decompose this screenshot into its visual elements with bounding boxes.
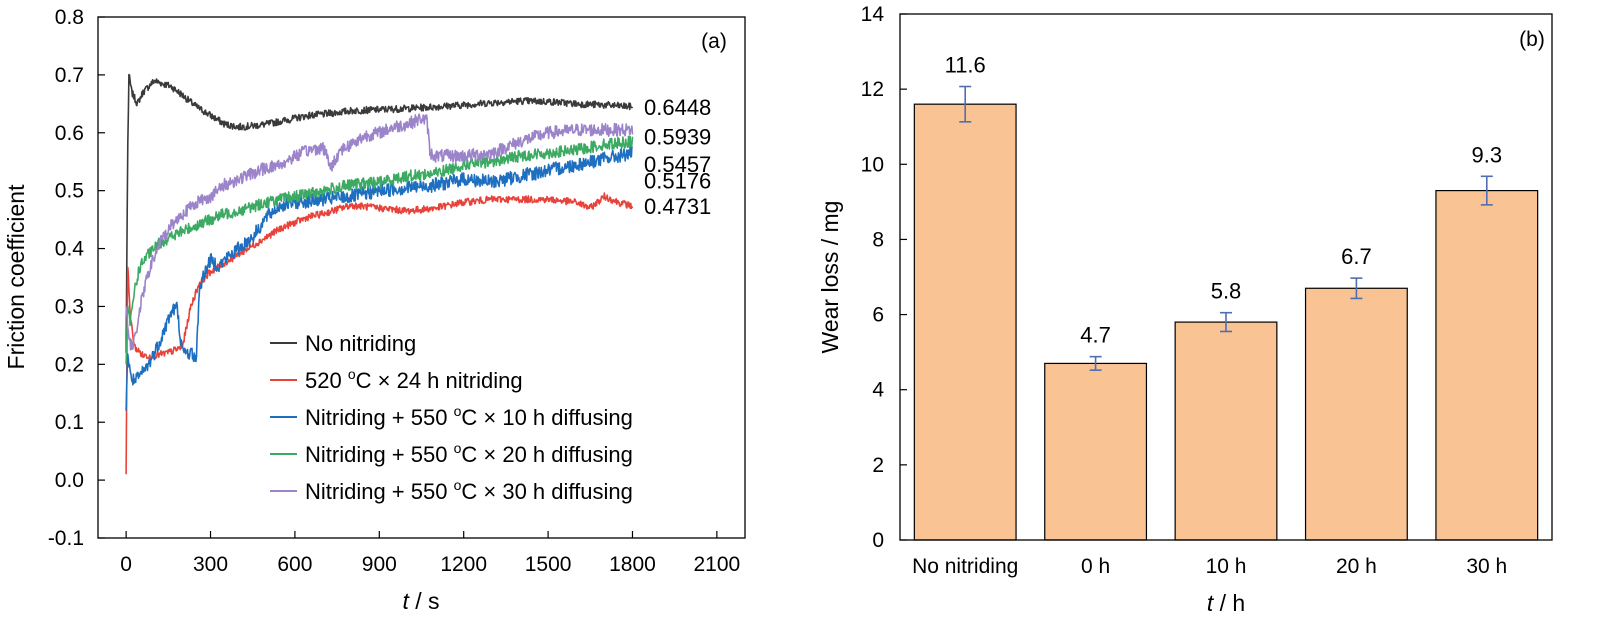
wear-loss-chart-y-tick-label: 12 [861,78,884,101]
friction-chart-y-axis-label: Friction coefficient [3,184,29,370]
wear-loss-chart-x-tick-label: 0 h [1081,555,1110,578]
legend-label-superscript: o [454,403,462,419]
wear-loss-chart-x-tick-label: No nitriding [912,555,1018,578]
legend-label-text: 520 [305,368,348,393]
friction-chart: -0.1 0.0 0.1 0.2 0.3 0.4 0.5 0.6 0.7 0.8 0 300 600 90… [3,6,746,614]
friction-series-final-value: 0.5457 [644,152,711,177]
wear-loss-chart-x-tick-label: 10 h [1206,555,1247,578]
friction-chart-y-tick-label: 0.0 [55,469,84,492]
friction-chart-y-tick-label: 0.8 [55,6,84,29]
wear-loss-bar [1435,189,1539,541]
friction-chart-y-tick-label: 0.7 [55,64,84,87]
wear-loss-chart: 11.6 4.7 5.8 6.7 9.3 0 2 4 6 8 10 12 14 No nitriding… [817,3,1553,616]
legend-label-text: C × 30 h diffusing [461,479,632,504]
friction-series-final-value: 0.5939 [644,124,711,149]
friction-chart-x-tick-label: 2100 [694,553,741,576]
legend-label-superscript: o [454,440,462,456]
wear-loss-chart-y-tick-label: 0 [872,529,884,552]
friction-chart-y-tick-label: -0.1 [48,527,84,550]
legend-label-text: C × 10 h diffusing [461,405,632,430]
friction-chart-x-axis-label: t / s [402,588,439,614]
friction-chart-x-tick-label: 900 [362,553,397,576]
wear-loss-chart-x-axis-label-unit: / h [1213,590,1245,616]
wear-loss-value-label: 9.3 [1472,142,1503,167]
friction-series-line [125,192,634,475]
wear-loss-bar [1304,287,1408,541]
legend-label: Nitriding + 550 oC × 30 h diffusing [305,477,633,504]
friction-chart-x-tick-label: 600 [277,553,312,576]
wear-loss-chart-y-tick-label: 10 [861,153,884,176]
wear-loss-chart-y-tick-label: 14 [861,3,885,26]
wear-loss-chart-plot-frame [899,13,1553,541]
friction-chart-x-tick-label: 300 [193,553,228,576]
friction-chart-x-tick-label: 0 [120,553,132,576]
legend-label-superscript: o [348,366,356,382]
legend-label-text: Nitriding + 550 [305,479,454,504]
friction-chart-plot-frame [97,16,746,539]
wear-loss-chart-y-tick-label: 8 [872,228,884,251]
legend-label-text: Nitriding + 550 [305,442,454,467]
wear-loss-chart-y-tick-label: 2 [872,454,884,477]
friction-series-line [125,145,634,411]
wear-loss-chart-y-axis-label: Wear loss / mg [817,201,843,354]
legend-label: Nitriding + 550 oC × 10 h diffusing [305,403,633,430]
friction-chart-y-tick-label: 0.1 [55,411,84,434]
wear-loss-chart-y-tick-label: 6 [872,304,884,327]
friction-chart-x-tick-label: 1500 [525,553,572,576]
legend-label-text: No nitriding [305,331,416,356]
friction-chart-x-axis-label-unit: / s [409,588,440,614]
friction-chart-y-tick-label: 0.6 [55,122,84,145]
friction-chart-y-tick-label: 0.3 [55,295,84,318]
wear-loss-value-label: 4.7 [1080,323,1111,348]
friction-chart-y-tick-label: 0.4 [55,238,85,261]
friction-series-line [125,113,634,351]
friction-series-final-value: 0.5176 [644,168,711,193]
wear-loss-chart-panel-label: (b) [1519,28,1545,51]
wear-loss-bar [1174,321,1278,541]
legend-label: 520 oC × 24 h nitriding [305,366,523,393]
friction-series-final-value: 0.4731 [644,194,711,219]
friction-series-final-value: 0.6448 [644,95,711,120]
legend-label-text: Nitriding + 550 [305,405,454,430]
friction-series-line [125,73,634,353]
friction-chart-y-tick-label: 0.5 [55,180,84,203]
friction-chart-x-axis-label-symbol: t [402,588,410,614]
friction-chart-panel-label: (a) [701,30,727,53]
wear-loss-chart-x-tick-label: 20 h [1336,555,1377,578]
friction-series-line [125,135,634,365]
wear-loss-chart-y-tick-label: 4 [872,379,884,402]
wear-loss-value-label: 11.6 [945,53,986,78]
wear-loss-value-label: 5.8 [1211,279,1242,304]
legend-label: Nitriding + 550 oC × 20 h diffusing [305,440,633,467]
legend-label-superscript: o [454,477,462,493]
wear-loss-bar [913,103,1017,541]
wear-loss-chart-x-tick-label: 30 h [1466,555,1507,578]
legend-label-text: C × 24 h nitriding [356,368,523,393]
friction-chart-x-tick-label: 1200 [440,553,487,576]
wear-loss-value-label: 6.7 [1341,244,1372,269]
wear-loss-chart-x-axis-label: t / h [1207,590,1245,616]
legend-label: No nitriding [305,331,416,356]
friction-chart-y-tick-label: 0.2 [55,353,84,376]
friction-chart-x-tick-label: 1800 [609,553,656,576]
wear-loss-bar [1044,362,1148,541]
wear-loss-chart-x-axis-label-symbol: t [1207,590,1215,616]
legend-label-text: C × 20 h diffusing [461,442,632,467]
